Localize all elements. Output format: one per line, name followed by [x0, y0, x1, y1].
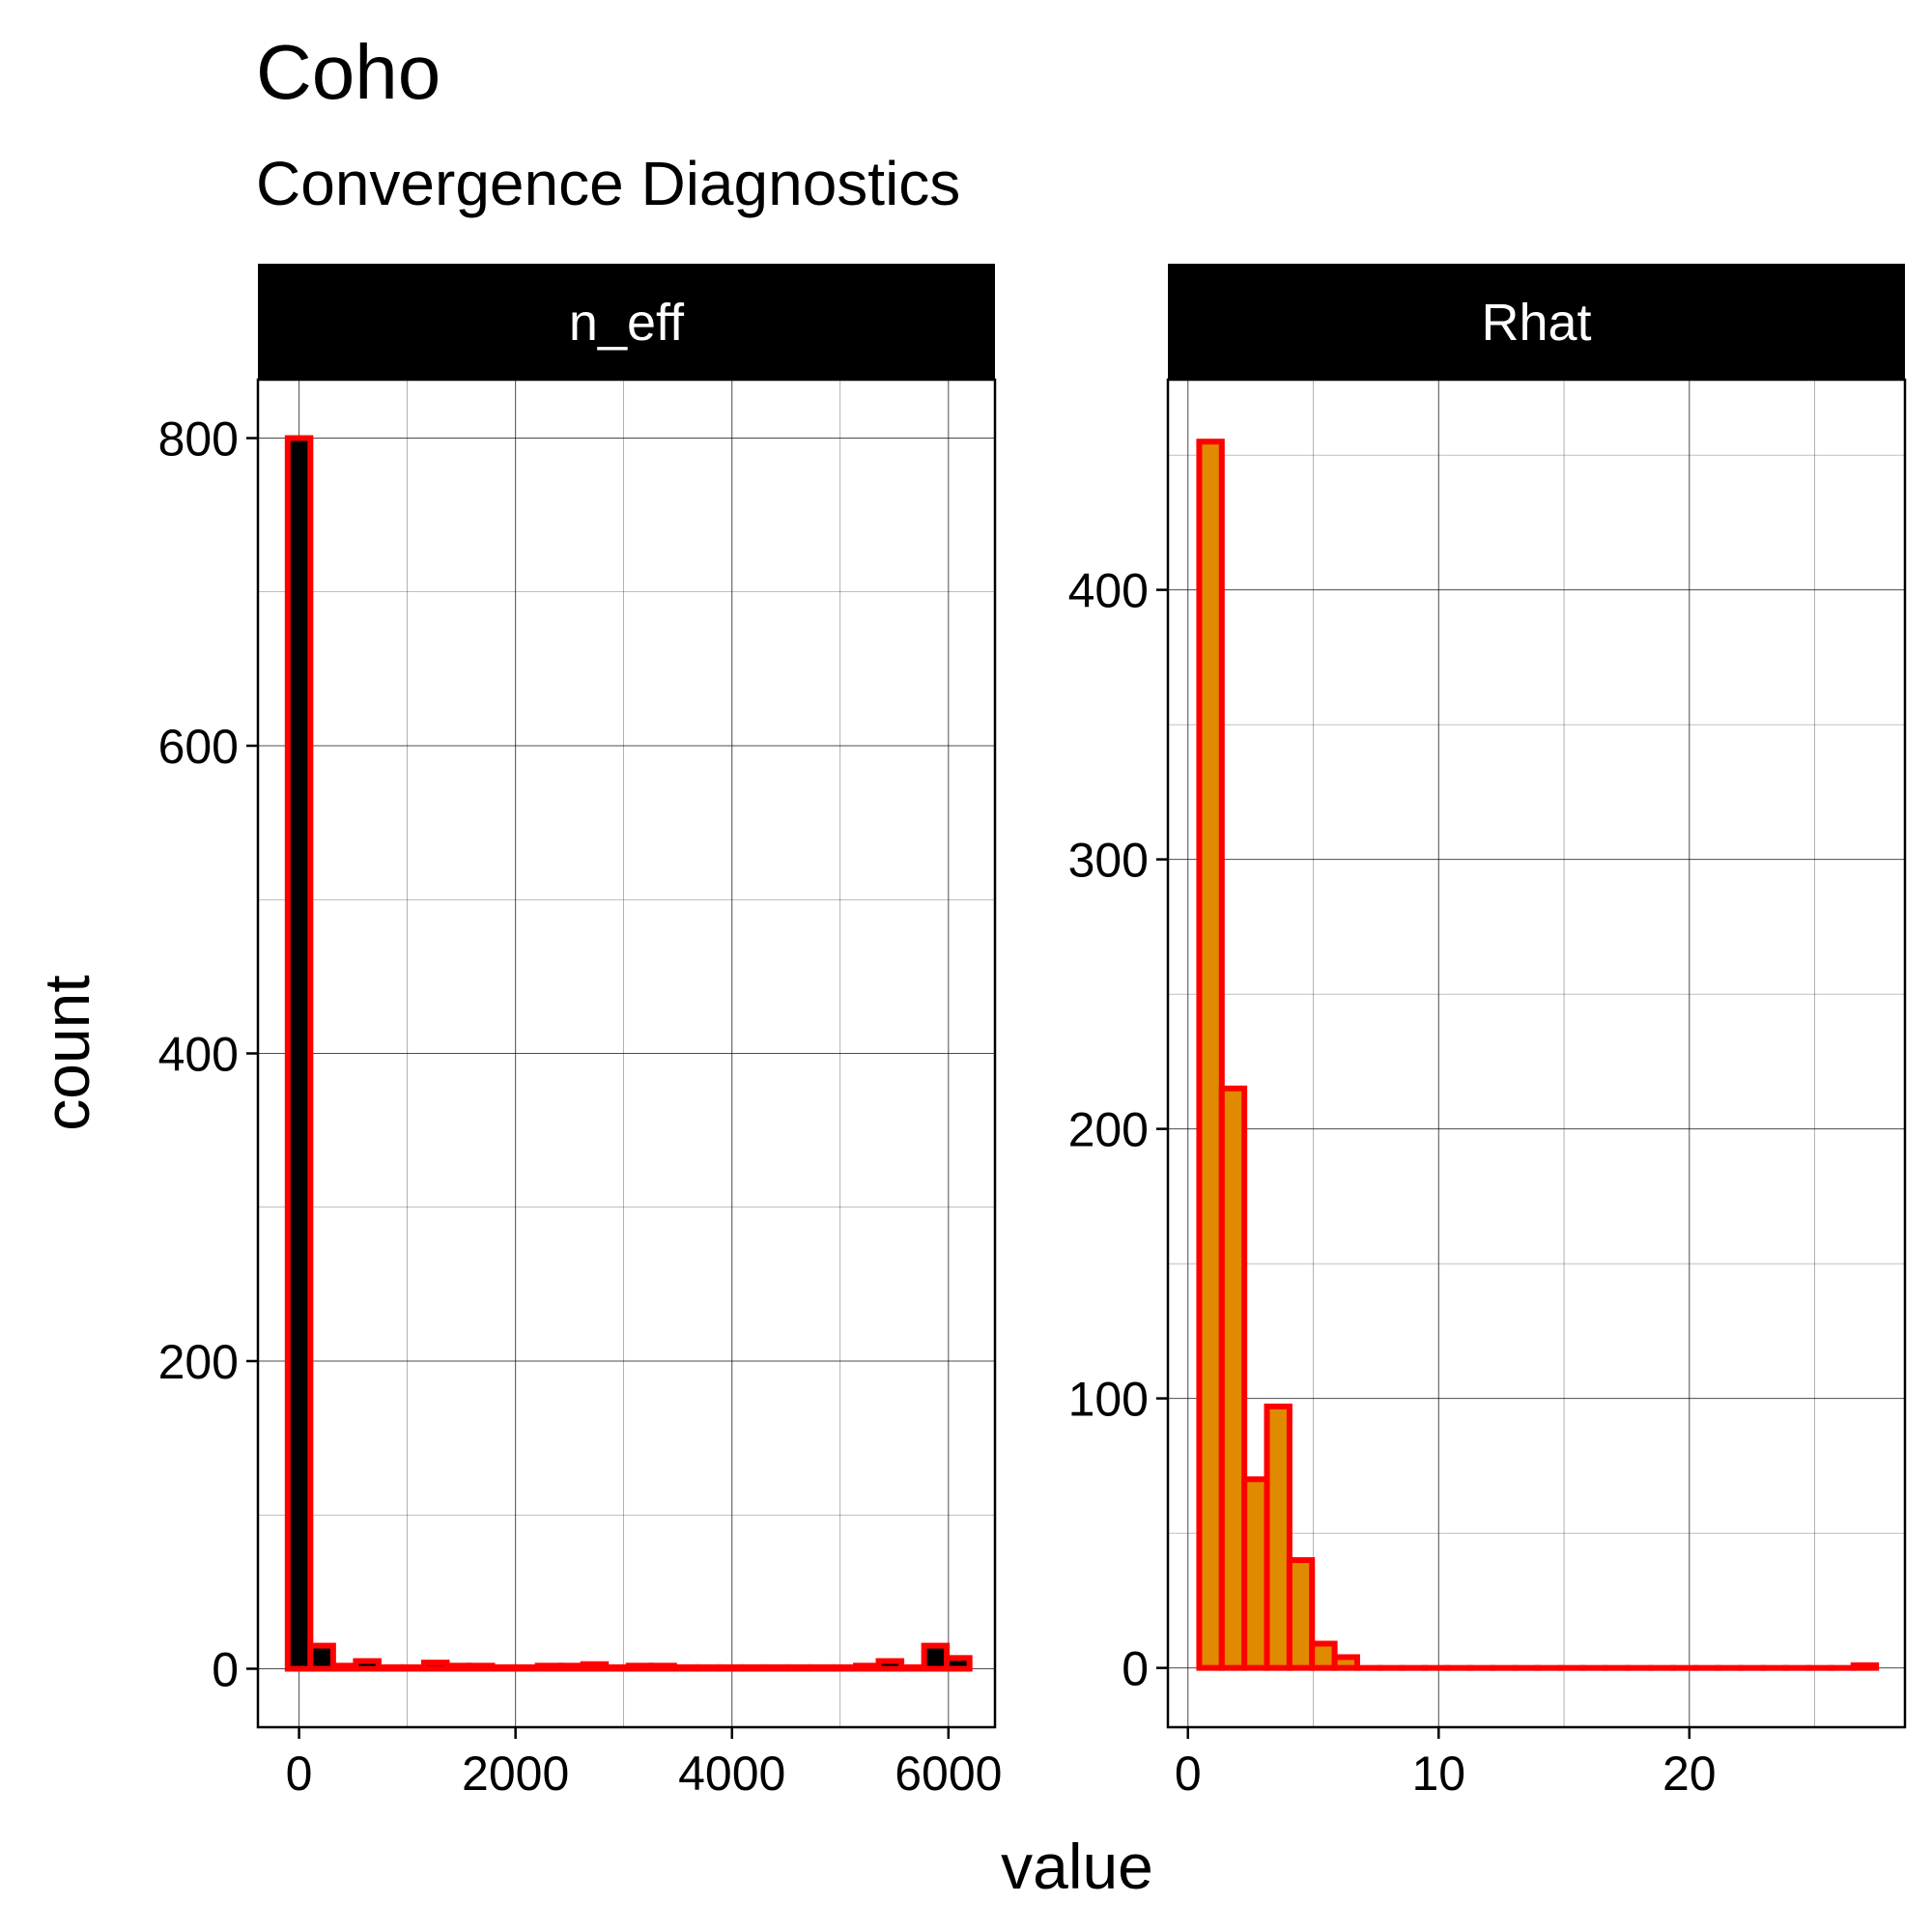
x-tick-label: 2000	[462, 1747, 569, 1801]
histogram-bar	[1850, 1662, 1880, 1671]
histogram-bar	[694, 1663, 723, 1672]
chart-title: Coho	[256, 29, 440, 115]
histogram-bar	[875, 1658, 905, 1672]
y-tick-label: 100	[1068, 1373, 1149, 1427]
histogram-bar	[1331, 1654, 1360, 1671]
y-tick-label: 400	[158, 1028, 239, 1082]
histogram-bar	[284, 435, 314, 1672]
x-tick-label: 6000	[895, 1747, 1002, 1801]
histogram-bar	[512, 1663, 541, 1672]
y-tick-label: 400	[1068, 564, 1149, 618]
histogram-bar	[853, 1662, 882, 1672]
x-tick-label: 4000	[678, 1747, 785, 1801]
x-tick-label: 20	[1662, 1747, 1717, 1801]
histogram-bar	[807, 1663, 837, 1672]
x-axis-title: value	[1001, 1831, 1153, 1902]
y-tick-label: 0	[1122, 1642, 1149, 1696]
histogram-bar	[489, 1663, 519, 1672]
histogram-bar	[1241, 1476, 1270, 1671]
histogram-bar	[353, 1658, 382, 1672]
histogram-bar	[739, 1663, 768, 1672]
facet-strip-label: Rhat	[1481, 294, 1591, 352]
histogram-bar	[784, 1663, 813, 1672]
histogram-bar	[375, 1663, 405, 1672]
histogram-bar	[944, 1655, 973, 1672]
y-tick-label: 0	[212, 1642, 239, 1696]
histogram-bar	[761, 1663, 791, 1672]
y-axis-title: count	[31, 975, 102, 1130]
histogram-bar	[716, 1663, 746, 1672]
histogram-bar	[307, 1642, 336, 1672]
facet-strip-label: n_eff	[569, 294, 685, 352]
histogram-bar	[534, 1662, 564, 1672]
histogram-bar	[1286, 1557, 1316, 1671]
histogram-bar	[898, 1663, 927, 1672]
facet-strip	[1168, 264, 1905, 380]
histogram-bar	[420, 1660, 450, 1672]
histogram-bar	[648, 1662, 677, 1672]
histogram-bar	[467, 1662, 496, 1672]
y-tick-label: 300	[1068, 834, 1149, 888]
histogram-bar	[670, 1663, 700, 1672]
facet-strip	[258, 264, 995, 380]
y-tick-label: 200	[1068, 1103, 1149, 1157]
histogram-bar	[443, 1662, 473, 1672]
histogram-bar	[1309, 1640, 1338, 1671]
histogram-bar	[921, 1642, 951, 1672]
histogram-bar	[1196, 439, 1225, 1671]
histogram-bar	[580, 1661, 610, 1672]
histogram-bar	[1264, 1403, 1293, 1671]
histogram-bar	[830, 1663, 860, 1672]
histogram-bar	[557, 1662, 586, 1672]
histogram-bar	[398, 1663, 427, 1672]
facet-panel-n_eff: n_eff 0 2000 4000 6000 0 200 400 600 800	[158, 264, 1002, 1801]
x-tick-label: 0	[286, 1747, 313, 1801]
y-tick-label: 600	[158, 720, 239, 774]
chart-subtitle: Convergence Diagnostics	[256, 149, 960, 218]
panel-border	[1166, 378, 1907, 1729]
x-tick-label: 10	[1411, 1747, 1465, 1801]
y-tick-label: 800	[158, 412, 239, 467]
y-tick-label: 200	[158, 1335, 239, 1389]
histogram-bar	[603, 1663, 632, 1672]
histogram-bar	[1218, 1085, 1248, 1671]
histogram-bar	[625, 1662, 655, 1672]
histogram-bar	[329, 1662, 359, 1672]
x-tick-label: 0	[1175, 1747, 1202, 1801]
